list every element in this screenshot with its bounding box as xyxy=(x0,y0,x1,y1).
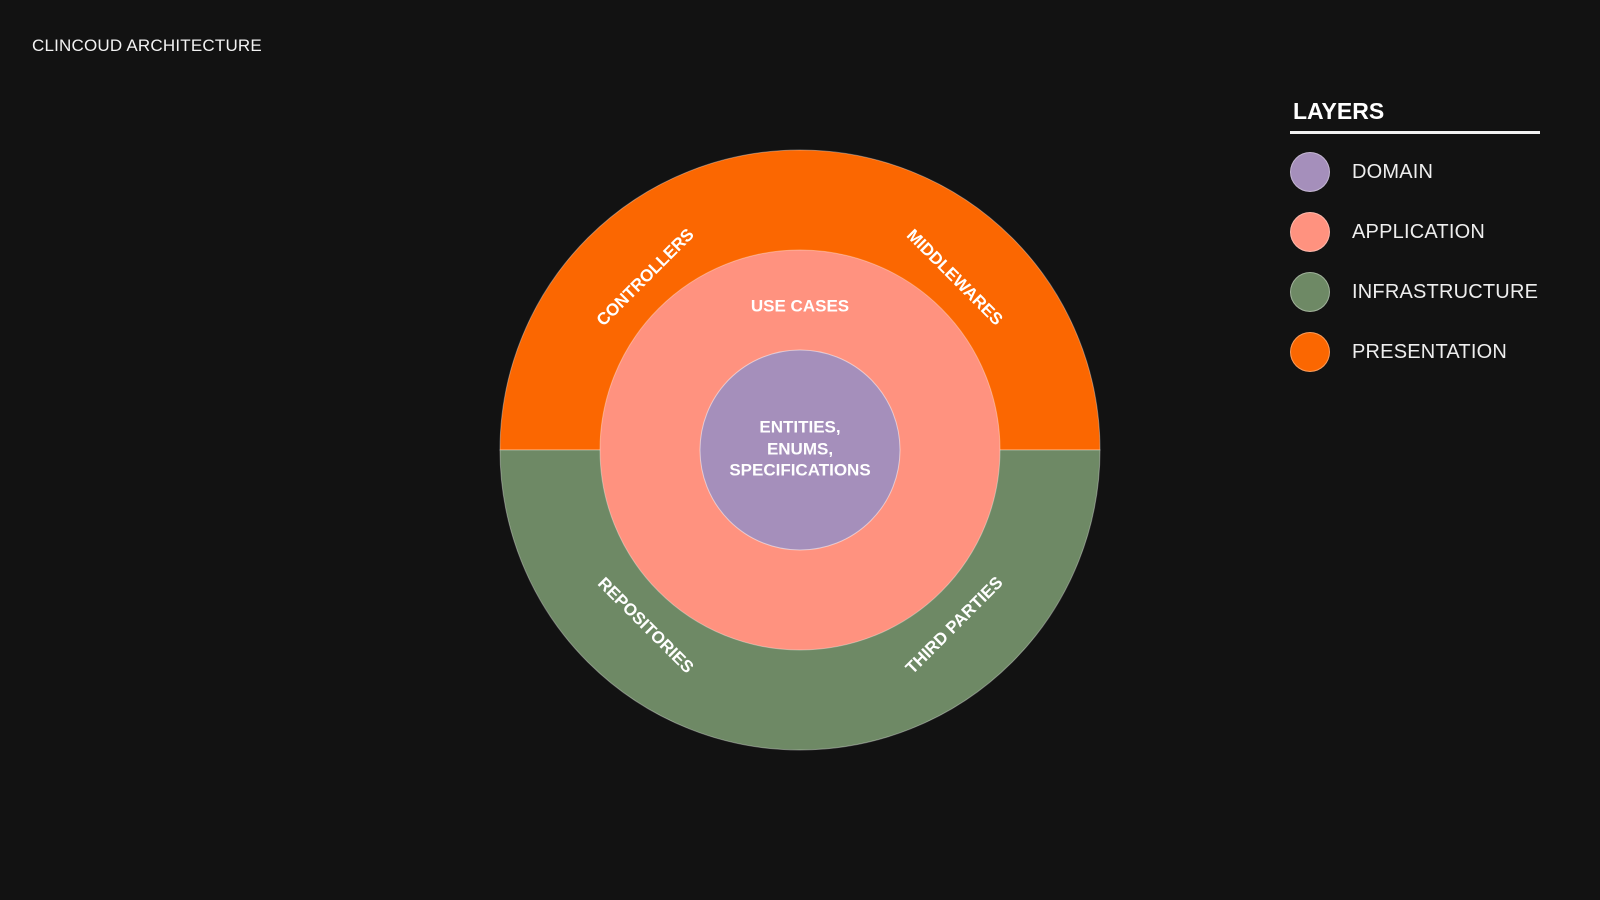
legend-item-application: APPLICATION xyxy=(1290,202,1540,262)
legend-item-presentation: PRESENTATION xyxy=(1290,322,1540,382)
legend-label-infrastructure: INFRASTRUCTURE xyxy=(1352,280,1539,303)
page-title: CLINCOUD ARCHITECTURE xyxy=(32,36,262,55)
legend-swatch-presentation xyxy=(1290,332,1330,372)
legend-label-presentation: PRESENTATION xyxy=(1352,340,1508,363)
legend-swatch-domain xyxy=(1290,152,1330,192)
use-cases-label: USE CASES xyxy=(751,296,849,315)
legend-swatch-infrastructure xyxy=(1290,272,1330,312)
legend: LAYERS DOMAIN APPLICATION INFRASTRUCTURE… xyxy=(1290,98,1540,382)
domain-circle xyxy=(699,349,901,551)
legend-list: DOMAIN APPLICATION INFRASTRUCTURE PRESEN… xyxy=(1290,142,1540,382)
legend-item-domain: DOMAIN xyxy=(1290,142,1540,202)
core-line-enums: ENUMS, xyxy=(767,439,833,458)
legend-label-application: APPLICATION xyxy=(1352,220,1485,243)
legend-title: LAYERS xyxy=(1290,98,1540,134)
core-line-entities: ENTITIES, xyxy=(759,417,840,436)
legend-item-infrastructure: INFRASTRUCTURE xyxy=(1290,262,1540,322)
core-line-specifications: SPECIFICATIONS xyxy=(729,460,870,479)
legend-label-domain: DOMAIN xyxy=(1352,160,1434,183)
legend-swatch-application xyxy=(1290,212,1330,252)
